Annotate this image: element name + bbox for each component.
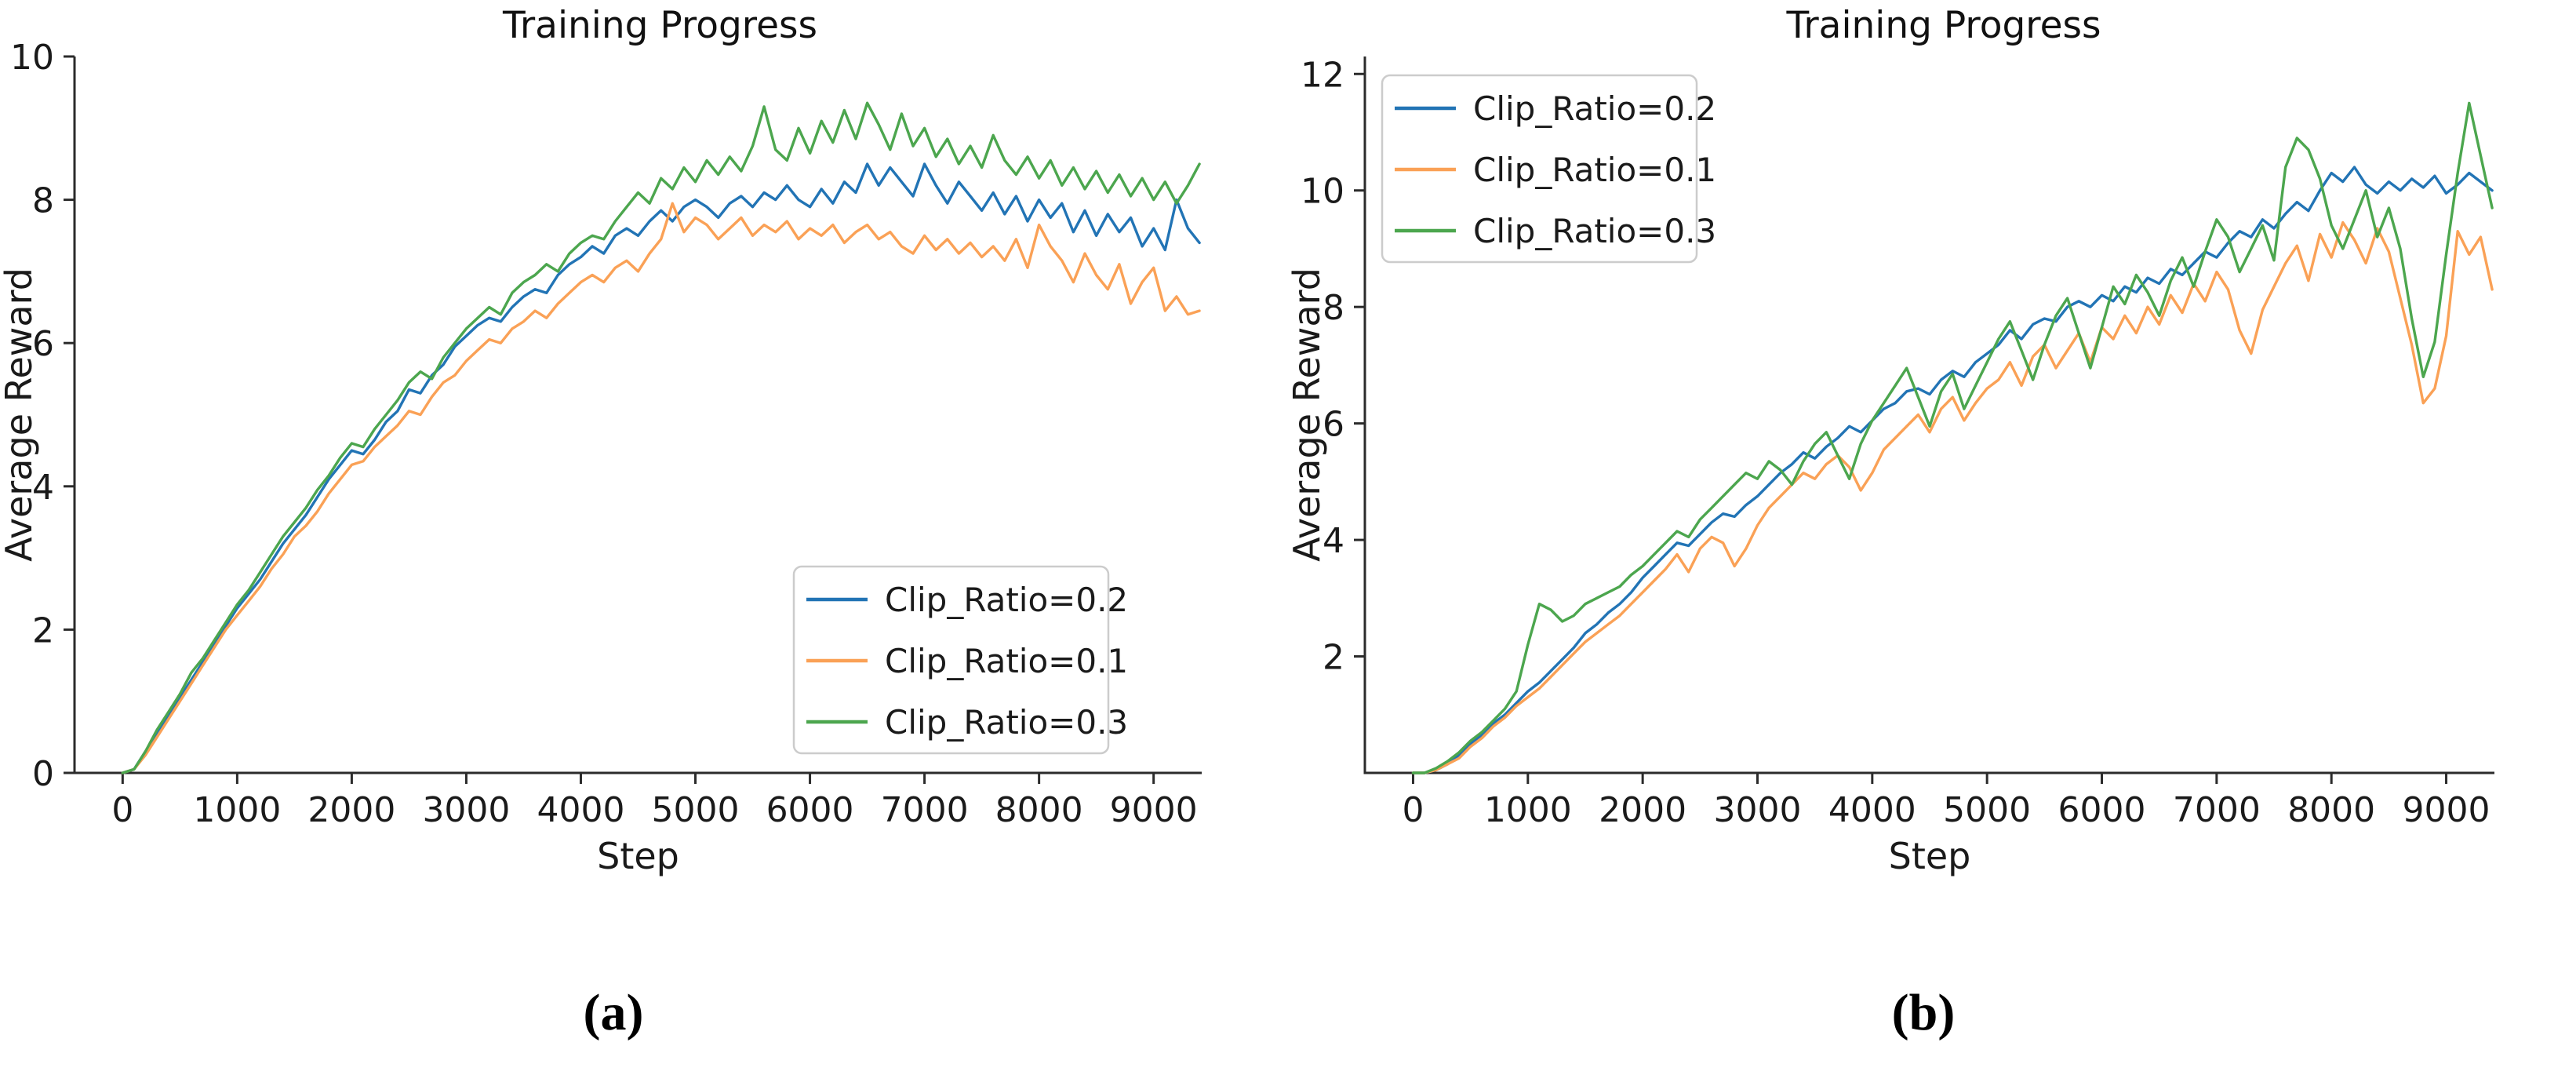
x-tick-label: 7000 [2173,790,2261,830]
y-tick-label: 4 [1323,521,1344,561]
series-line-clip-ratio-0.2 [1411,166,2494,774]
x-tick-label: 4000 [537,790,624,830]
plot-title: Training Progress [502,4,817,47]
x-tick-label: 1000 [1484,790,1572,830]
x-tick-label: 3000 [1713,790,1801,830]
chart-b: 0 1000 2000 3000 4000 5000 6000 7000 8000 9000 2 4 6… [1286,4,2494,877]
x-tick-label: 2000 [307,790,395,830]
y-tick-label: 2 [1323,638,1344,678]
x-tick-label: 5000 [652,790,740,830]
caption-a: (a) [584,984,644,1041]
axes-spines [1363,56,2494,774]
legend-box [1381,74,1698,264]
series-line-clip-ratio-0.3 [1411,101,2494,774]
y-tick-label: 10 [10,38,54,78]
series-line-clip-ratio-0.2 [121,162,1201,774]
x-tick-label: 1000 [193,790,281,830]
x-tick-label: 6000 [2058,790,2146,830]
x-tick-label: 0 [1402,790,1424,830]
legend-entry-label: Clip_Ratio=0.2 [1473,89,1716,128]
x-tick-label: 4000 [1828,790,1916,830]
series-line-clip-ratio-0.1 [121,202,1201,774]
x-tick-label: 0 [111,790,133,830]
legend-entry-label: Clip_Ratio=0.3 [1473,212,1716,250]
x-tick-label: 8000 [2287,790,2375,830]
x-axis-label: Step [597,835,679,877]
x-tick-label: 6000 [766,790,854,830]
legend-entry-label: Clip_Ratio=0.3 [885,703,1128,742]
y-tick-label: 6 [32,324,54,364]
x-tick-label: 3000 [422,790,510,830]
legend-entry-label: Clip_Ratio=0.1 [885,642,1128,680]
y-tick-label: 4 [32,468,54,508]
x-tick-label: 5000 [1943,790,2031,830]
x-tick-label: 8000 [995,790,1083,830]
x-tick-label: 2000 [1599,790,1686,830]
y-tick-label: 8 [1323,288,1344,328]
x-axis-label: Step [1889,835,1971,877]
legend-entry-label: Clip_Ratio=0.2 [885,581,1128,619]
plot-title: Training Progress [1786,4,2101,47]
x-tick-label: 7000 [881,790,969,830]
y-axis-label: Average Reward [0,268,40,562]
legend-entry-label: Clip_Ratio=0.1 [1473,151,1716,189]
x-tick-label: 9000 [2403,790,2490,830]
series-line-clip-ratio-0.1 [1411,220,2494,774]
series-line-clip-ratio-0.3 [121,101,1201,774]
legend-box [792,565,1110,755]
y-tick-label: 10 [1301,172,1344,212]
caption-b: (b) [1892,984,1956,1041]
y-tick-label: 6 [1323,405,1344,445]
chart-a: 0 1000 2000 3000 4000 5000 6000 7000 8000 9000 0 2 4… [0,4,1202,877]
y-tick-label: 8 [32,181,54,221]
y-tick-label: 2 [32,610,54,650]
x-tick-label: 9000 [1110,790,1198,830]
y-axis-label: Average Reward [1286,268,1328,562]
y-tick-label: 0 [32,754,54,794]
y-tick-label: 12 [1301,55,1344,95]
